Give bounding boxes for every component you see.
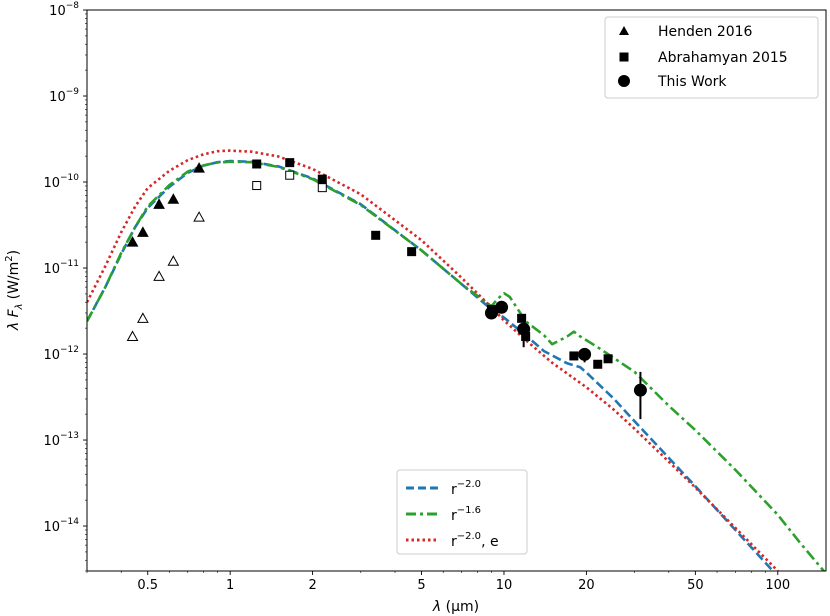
y-tick-label: 10−10: [43, 173, 79, 191]
model-curve-dashdot: [87, 160, 826, 571]
plot-frame: [86, 9, 827, 572]
y-tick-label: 10−8: [49, 1, 79, 19]
henden-open-point: [193, 211, 205, 222]
abrahamyan-point: [371, 230, 381, 240]
x-tick-label: 0.5: [137, 578, 158, 593]
y-tick-label: 10−12: [43, 345, 79, 363]
henden-point: [126, 236, 139, 247]
abrahamyan-point: [407, 247, 417, 257]
y-tick-label: 10−11: [43, 259, 79, 277]
henden-point: [167, 193, 180, 204]
henden-point: [137, 226, 149, 237]
y-axis-ticks: 10−14 10−13 10−12 10−11 10−10 10−9 10−8: [43, 1, 87, 572]
this-work-point: [578, 347, 592, 361]
y-tick-label: 10−13: [43, 431, 79, 449]
model-curves: [87, 149, 826, 571]
abrahamyan-point: [569, 351, 579, 361]
abrahamyan-point: [252, 159, 262, 169]
henden-open-point: [153, 270, 165, 281]
legend-label-abrahamyan: Abrahamyan 2015: [658, 50, 788, 66]
this-work-point: [484, 306, 498, 320]
this-work-point: [495, 300, 509, 314]
legend-label-r20: r−2.0: [451, 479, 481, 498]
abrahamyan-point: [285, 158, 295, 168]
this-work-point: [633, 383, 647, 397]
legend-square-icon: [619, 52, 629, 62]
x-axis-ticks: 0.5 1 2 5 10 20 50 100: [86, 571, 790, 593]
y-tick-label: 10−14: [43, 517, 79, 535]
henden-point: [193, 162, 205, 173]
legend-upper: Henden 2016 Abrahamyan 2015 This Work: [604, 16, 819, 99]
legend-lower: r−2.0 r−1.6 r−2.0, e: [396, 469, 528, 555]
legend-upper-box: [604, 16, 819, 99]
henden-open-point: [126, 330, 139, 341]
abrahamyan-point: [317, 174, 327, 184]
henden-open-point: [167, 255, 180, 266]
x-tick-label: 100: [765, 578, 790, 593]
this-work-point: [517, 322, 531, 336]
x-tick-label: 10: [496, 578, 513, 593]
abrahamyan-open-point: [317, 183, 327, 193]
x-tick-label: 2: [308, 578, 316, 593]
henden-open-point: [137, 312, 149, 323]
abrahamyan-open-point: [285, 170, 295, 180]
x-tick-label: 1: [226, 578, 234, 593]
model-curve-dotted: [87, 149, 779, 571]
abrahamyan-point: [517, 313, 527, 323]
x-tick-label: 5: [417, 578, 425, 593]
legend-label-r20e: r−2.0, e: [451, 531, 499, 550]
abrahamyan-open-point: [252, 181, 262, 191]
x-tick-label: 50: [687, 578, 704, 593]
legend-triangle-icon: [619, 26, 629, 35]
legend-circle-icon: [618, 75, 630, 87]
legend-label-henden: Henden 2016: [658, 24, 753, 40]
data-markers: [126, 158, 647, 420]
abrahamyan-point: [603, 354, 613, 364]
henden-point: [153, 198, 165, 209]
x-tick-label: 20: [578, 578, 595, 593]
abrahamyan-point: [593, 359, 603, 369]
x-axis-label: λ (μm): [432, 599, 479, 615]
y-axis-label: λ Fλ(W/m2): [4, 250, 25, 331]
y-tick-label: 10−9: [49, 87, 79, 105]
legend-lower-box: [396, 469, 528, 555]
legend-label-this-work: This Work: [657, 74, 727, 90]
legend-label-r16: r−1.6: [451, 505, 481, 524]
